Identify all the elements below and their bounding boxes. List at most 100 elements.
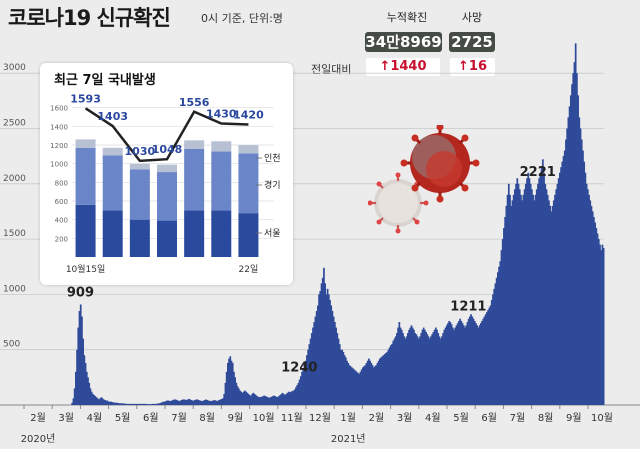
main-x-tick-label: 9월 <box>566 412 582 424</box>
main-bar <box>591 211 594 405</box>
main-bar <box>231 362 234 405</box>
main-bar <box>496 272 499 405</box>
main-bar <box>326 288 329 405</box>
main-bar <box>447 323 449 405</box>
main-bar <box>121 403 123 405</box>
main-bar <box>172 400 174 405</box>
main-bar <box>515 183 517 405</box>
main-bar <box>498 266 500 405</box>
main-bar <box>84 362 87 405</box>
main-bar <box>540 167 543 405</box>
main-bar <box>381 356 384 405</box>
inset-bar-segment <box>157 164 177 173</box>
inset-total-polyline <box>84 107 249 163</box>
main-bar <box>201 401 204 405</box>
main-bar <box>353 369 356 405</box>
main-bar <box>366 360 369 405</box>
main-bar <box>124 403 127 405</box>
main-bar <box>399 327 402 405</box>
main-bar <box>132 403 134 405</box>
main-bar <box>376 362 379 405</box>
main-bar <box>140 403 143 405</box>
main-bar <box>206 400 209 405</box>
main-bar <box>475 323 477 405</box>
main-bar <box>501 239 504 405</box>
main-bar <box>137 403 139 405</box>
main-bar <box>586 189 589 405</box>
inset-bars <box>75 139 259 257</box>
main-bar <box>445 325 448 405</box>
main-bar <box>477 327 480 405</box>
main-bars <box>71 43 605 406</box>
main-bar <box>205 399 207 405</box>
inset-legend-label: 경기 <box>264 179 281 191</box>
main-bar <box>219 399 222 405</box>
deaths-value-box: 2725 <box>449 32 495 52</box>
main-bar <box>483 316 486 405</box>
main-bar <box>128 403 131 405</box>
main-bar <box>593 216 595 405</box>
main-bar <box>489 305 492 405</box>
inset-bar-segment <box>75 204 96 257</box>
main-bar <box>375 365 378 405</box>
main-bar <box>442 333 444 405</box>
main-bar <box>450 324 453 405</box>
main-bar <box>155 403 157 405</box>
main-bar <box>173 399 176 405</box>
main-bar <box>560 167 562 405</box>
main-y-tick-label: 1000 <box>3 284 26 294</box>
main-bar <box>341 349 344 405</box>
main-year-label: 2021년 <box>331 433 366 445</box>
deaths-label: 사망 <box>461 11 483 24</box>
main-bar <box>571 84 573 405</box>
main-bar <box>195 399 198 405</box>
main-bar <box>438 336 441 405</box>
main-bar <box>380 357 382 405</box>
main-bar <box>177 400 179 405</box>
main-bar <box>516 178 519 405</box>
main-bar <box>431 334 434 405</box>
main-bar <box>522 194 525 405</box>
main-bar <box>584 172 587 405</box>
main-x-tick-label: 3월 <box>58 412 74 424</box>
main-x-tick-label: 6월 <box>143 412 159 424</box>
main-bar <box>533 200 536 405</box>
main-bar <box>583 161 586 405</box>
main-x-tick-label: 3월 <box>397 412 413 424</box>
main-bar <box>411 327 414 405</box>
inset-bar-segment <box>75 147 96 205</box>
main-bar <box>303 364 306 405</box>
main-bar <box>287 391 290 405</box>
inset-line-value-label: 1556 <box>179 96 210 109</box>
main-bar <box>291 391 294 405</box>
main-bar <box>242 391 245 405</box>
inset-bar-segment <box>238 213 259 257</box>
inset-y-tick-label: 400 <box>55 217 68 225</box>
main-bar <box>104 400 106 405</box>
main-bar <box>83 355 86 405</box>
main-bar <box>230 360 233 405</box>
main-bar <box>595 228 598 405</box>
main-bar <box>90 391 93 405</box>
main-bar <box>383 354 386 405</box>
main-bar <box>178 401 181 405</box>
main-x-tick-label: 7월 <box>510 412 526 424</box>
main-bar <box>102 399 105 405</box>
main-bar <box>257 396 260 405</box>
main-bar <box>186 399 189 405</box>
main-bar <box>520 194 522 405</box>
inset-bar-segment <box>102 210 123 257</box>
main-bar <box>145 403 148 405</box>
main-bar <box>244 390 246 405</box>
main-bar <box>546 194 549 405</box>
main-bar <box>158 403 161 405</box>
main-bar <box>307 349 309 405</box>
main-bar <box>588 194 590 405</box>
main-bar <box>163 401 166 405</box>
main-bar <box>273 395 275 405</box>
main-bar <box>279 395 282 405</box>
main-bar <box>268 397 271 405</box>
main-bar <box>234 377 237 405</box>
main-bar <box>223 393 226 405</box>
